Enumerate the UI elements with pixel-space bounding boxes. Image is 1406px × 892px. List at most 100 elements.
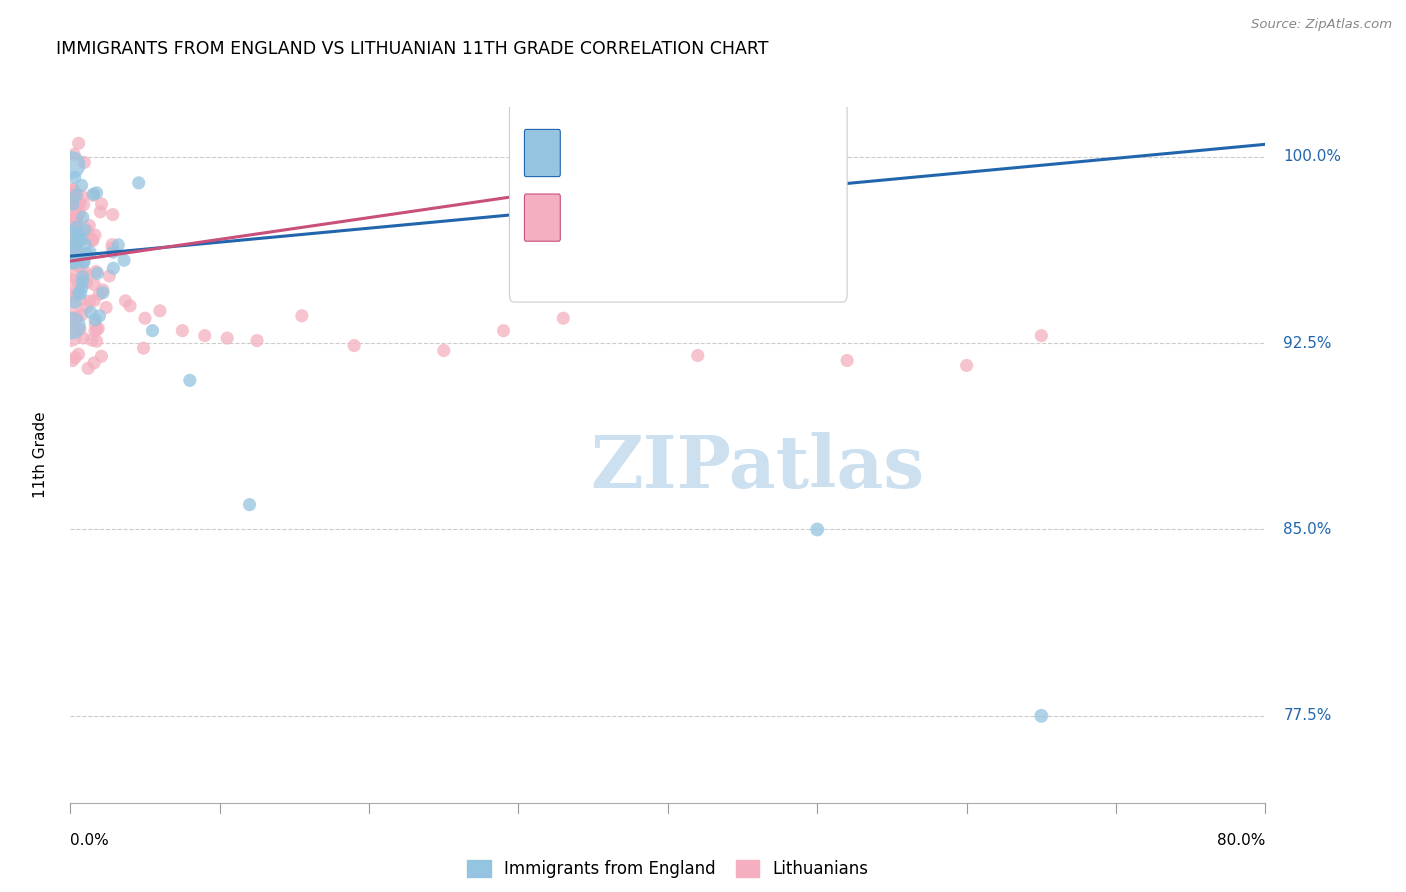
Point	[72, 211, 94, 225]
Point	[107, 238, 129, 252]
Point	[82, 234, 104, 248]
Point	[1031, 328, 1053, 343]
Point	[59, 190, 82, 204]
Point	[60, 158, 83, 172]
Point	[84, 312, 107, 326]
Point	[62, 290, 84, 304]
Point	[103, 261, 125, 276]
Point	[60, 248, 83, 262]
Text: 85.0%: 85.0%	[1284, 522, 1331, 537]
Text: 0.0%: 0.0%	[70, 832, 110, 847]
FancyBboxPatch shape	[524, 129, 561, 177]
Point	[67, 277, 90, 292]
Point	[86, 266, 108, 280]
Point	[132, 341, 155, 355]
Point	[82, 187, 104, 202]
Text: Source: ZipAtlas.com: Source: ZipAtlas.com	[1251, 18, 1392, 31]
Point	[66, 186, 89, 201]
Point	[63, 238, 86, 252]
Point	[91, 283, 114, 297]
Text: 92.5%: 92.5%	[1284, 335, 1331, 351]
Point	[91, 285, 114, 300]
Point	[69, 322, 91, 336]
Point	[70, 233, 93, 247]
Point	[101, 237, 124, 252]
Point	[84, 228, 107, 243]
Point	[114, 293, 136, 308]
Point	[69, 196, 91, 211]
Point	[59, 243, 82, 257]
Point	[83, 293, 105, 308]
Point	[60, 183, 83, 197]
Point	[62, 353, 84, 368]
Point	[149, 303, 172, 318]
Point	[63, 194, 86, 208]
Point	[433, 343, 456, 358]
Point	[70, 189, 93, 203]
Point	[77, 228, 100, 243]
Point	[72, 275, 94, 289]
Point	[76, 268, 98, 283]
Point	[134, 311, 156, 326]
Point	[86, 334, 108, 349]
Point	[63, 195, 86, 210]
Point	[67, 252, 90, 267]
Point	[837, 353, 859, 368]
Point	[60, 211, 83, 225]
Text: 77.5%: 77.5%	[1284, 708, 1331, 723]
Point	[94, 301, 117, 315]
Point	[90, 349, 112, 363]
Point	[76, 275, 98, 289]
Point	[67, 286, 90, 301]
Point	[86, 322, 108, 336]
Point	[69, 206, 91, 220]
Point	[62, 223, 84, 237]
Point	[141, 324, 163, 338]
Point	[70, 281, 93, 295]
Point	[98, 268, 121, 283]
Point	[65, 214, 87, 228]
Point	[63, 256, 86, 270]
Point	[65, 351, 87, 365]
Point	[73, 223, 96, 237]
Point	[103, 245, 125, 260]
Point	[62, 227, 84, 241]
Point	[60, 278, 83, 293]
Point	[77, 361, 100, 376]
Point	[70, 178, 93, 193]
Point	[553, 311, 575, 326]
Point	[70, 233, 93, 247]
Point	[66, 310, 89, 325]
Point	[63, 244, 86, 259]
Point	[89, 204, 111, 219]
Point	[79, 305, 101, 319]
Text: 80.0%: 80.0%	[1218, 832, 1265, 847]
Point	[62, 212, 84, 227]
Legend: Immigrants from England, Lithuanians: Immigrants from England, Lithuanians	[461, 854, 875, 885]
Point	[75, 237, 97, 252]
Point	[59, 232, 82, 246]
Point	[73, 155, 96, 169]
Point	[239, 498, 262, 512]
Point	[67, 136, 90, 151]
Point	[67, 227, 90, 242]
Point	[62, 182, 84, 196]
Point	[492, 324, 515, 338]
Point	[84, 264, 107, 278]
Point	[75, 222, 97, 236]
Point	[101, 241, 124, 255]
Point	[73, 264, 96, 278]
Point	[62, 288, 84, 302]
Point	[65, 232, 87, 246]
Point	[69, 286, 91, 301]
Point	[60, 234, 83, 248]
Point	[217, 331, 239, 345]
Text: ZIPatlas: ZIPatlas	[591, 432, 925, 503]
Point	[67, 196, 90, 211]
Point	[70, 293, 93, 308]
Point	[87, 321, 110, 335]
Point	[65, 220, 87, 235]
Point	[67, 347, 90, 361]
Point	[101, 208, 124, 222]
Point	[59, 217, 82, 231]
